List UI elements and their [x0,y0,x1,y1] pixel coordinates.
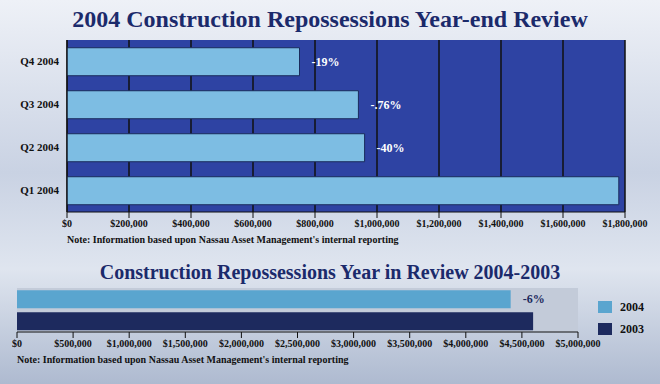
svg-text:-6%: -6% [523,292,545,306]
svg-text:$1,600,000: $1,600,000 [541,218,586,229]
html-text:2004 Construction Repossession: 2004 Construction Repossessions Year-end… [72,6,588,32]
svg-text:$4,000,000: $4,000,000 [443,338,488,349]
svg-text:$2,000,000: $2,000,000 [219,338,264,349]
svg-text:Q4 2004: Q4 2004 [20,55,59,67]
svg-text:$0: $0 [12,338,22,349]
svg-text:$2,500,000: $2,500,000 [275,338,320,349]
svg-text:$1,200,000: $1,200,000 [417,218,462,229]
svg-text:$200,000: $200,000 [110,218,148,229]
svg-text:Q3 2004: Q3 2004 [20,98,59,110]
svg-text:$5,000,000: $5,000,000 [556,338,601,349]
html-text:Construction Repossessions Yea: Construction Repossessions Year in Revie… [99,261,561,283]
svg-text:$1,500,000: $1,500,000 [163,338,208,349]
svg-text:-40%: -40% [377,141,405,155]
svg-text:$1,800,000: $1,800,000 [603,218,648,229]
svg-text:$600,000: $600,000 [234,218,272,229]
svg-text:$1,400,000: $1,400,000 [479,218,524,229]
svg-text:$4,500,000: $4,500,000 [499,338,544,349]
html-text:Note: Information based upon N: Note: Information based upon Nassau Asse… [17,354,349,365]
svg-text:$0: $0 [62,218,72,229]
html-text:Note: Information based upon N: Note: Information based upon Nassau Asse… [67,234,399,245]
svg-text:$1,000,000: $1,000,000 [355,218,400,229]
svg-text:$400,000: $400,000 [172,218,210,229]
html-text:2003: 2003 [620,321,644,336]
svg-text:$800,000: $800,000 [296,218,334,229]
svg-text:Q2 2004: Q2 2004 [20,141,59,153]
svg-text:-19%: -19% [312,55,340,69]
svg-text:$3,000,000: $3,000,000 [331,338,376,349]
svg-text:Q1 2004: Q1 2004 [20,184,59,196]
html-text:2004: 2004 [620,299,644,314]
svg-text:-.76%: -.76% [370,98,401,112]
svg-text:$3,500,000: $3,500,000 [387,338,432,349]
svg-text:$500,000: $500,000 [54,338,92,349]
svg-text:$1,000,000: $1,000,000 [107,338,152,349]
